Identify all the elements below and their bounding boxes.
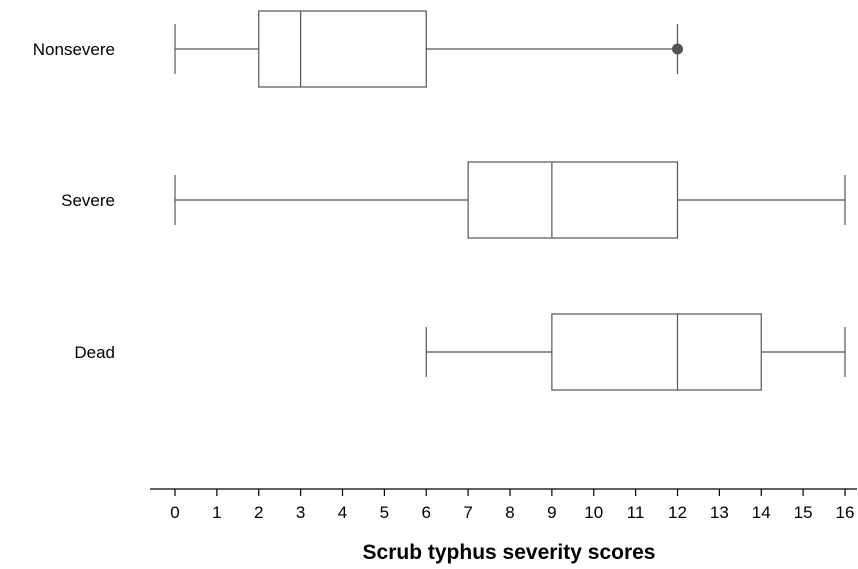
x-tick-label: 8: [505, 503, 514, 522]
x-tick-label: 7: [463, 503, 472, 522]
category-labels: Nonsevere Severe Dead: [33, 40, 115, 362]
iqr-box: [258, 10, 427, 88]
x-tick-label: 0: [170, 503, 179, 522]
x-tick-label: 1: [212, 503, 221, 522]
x-tick-label: 5: [380, 503, 389, 522]
x-axis-title: Scrub typhus severity scores: [363, 541, 656, 564]
x-tick-label: 3: [296, 503, 305, 522]
x-axis: 0 1 2 3 4 5 6 7 8 9 10 11 12 13 14 15 16: [150, 488, 857, 522]
category-label-dead: Dead: [74, 343, 115, 362]
x-tick-label: 15: [794, 503, 813, 522]
x-tick-label: 16: [836, 503, 855, 522]
category-label-nonsevere: Nonsevere: [33, 40, 115, 59]
box-group-dead: [425, 313, 846, 391]
x-tick-label: 2: [254, 503, 263, 522]
x-tick-label: 6: [422, 503, 431, 522]
category-label-severe: Severe: [61, 191, 115, 210]
x-tick-label: 14: [752, 503, 771, 522]
box-group-nonsevere: [174, 10, 683, 88]
boxes-layer: [174, 10, 846, 391]
iqr-box: [467, 161, 679, 239]
x-tick-label: 12: [668, 503, 687, 522]
x-tick-label: 10: [584, 503, 603, 522]
x-tick-label: 4: [338, 503, 347, 522]
x-tick-label: 9: [547, 503, 556, 522]
iqr-box: [551, 313, 762, 391]
x-tick-label: 11: [627, 503, 645, 522]
box-group-severe: [174, 161, 846, 239]
outlier-point: [672, 43, 683, 55]
x-tick-label: 13: [710, 503, 729, 522]
